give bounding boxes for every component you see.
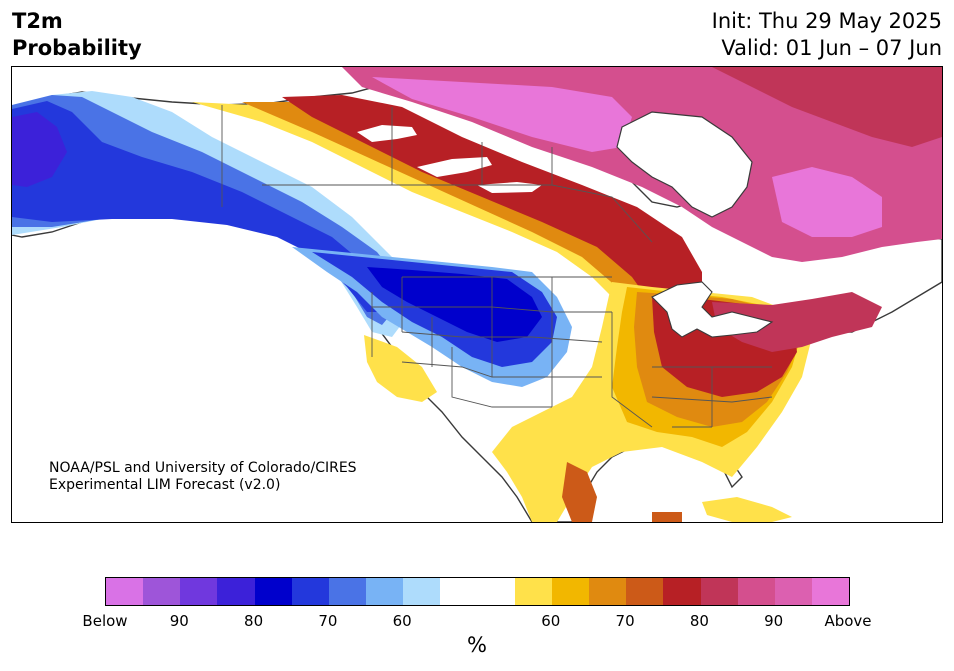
chart-title: T2m Probability xyxy=(12,8,142,62)
colorbar xyxy=(105,577,850,606)
colorbar-segment xyxy=(589,578,627,605)
region-above-california-yellow xyxy=(364,335,437,402)
colorbar-segment xyxy=(106,578,144,605)
region-below-alaska-core xyxy=(12,101,382,312)
colorbar-segment xyxy=(291,578,329,605)
region-above-mexico-south xyxy=(652,512,682,522)
arctic-lake-1 xyxy=(357,125,417,142)
map-panel xyxy=(11,66,943,523)
title-line-1: T2m xyxy=(12,9,63,33)
init-date: Init: Thu 29 May 2025 xyxy=(711,9,942,33)
colorbar-segment xyxy=(328,578,367,605)
colorbar-segment xyxy=(774,578,812,605)
colorbar-segment xyxy=(180,578,218,605)
colorbar-tick-label: 60 xyxy=(392,612,412,630)
forecast-dates: Init: Thu 29 May 2025 Valid: 01 Jun – 07… xyxy=(712,8,942,62)
region-above-greenland-red xyxy=(712,67,942,147)
colorbar-tick-label: Below xyxy=(82,612,128,630)
region-below-alaska-deep xyxy=(12,112,67,187)
region-above-east-crimson xyxy=(712,292,882,352)
credit-text: NOAA/PSL and University of Colorado/CIRE… xyxy=(49,460,357,494)
arctic-lake-2 xyxy=(417,157,492,177)
region-above-canada-pink xyxy=(372,77,632,152)
colorbar-segment xyxy=(663,578,701,605)
colorbar-segment xyxy=(254,578,292,605)
region-above-cuba xyxy=(702,497,792,522)
colorbar-segment xyxy=(403,578,441,605)
region-above-canada-red xyxy=(282,95,702,327)
colorbar-tick-label: Above xyxy=(824,612,872,630)
colorbar-segment xyxy=(143,578,181,605)
region-above-texas-orange xyxy=(562,462,597,522)
colorbar-tick-label: 80 xyxy=(244,612,264,630)
hudson-bay xyxy=(616,111,753,218)
valid-date: Valid: 01 Jun – 07 Jun xyxy=(721,36,942,60)
colorbar-unit: % xyxy=(467,633,487,657)
colorbar-segment xyxy=(514,578,552,605)
colorbar-segment xyxy=(366,578,404,605)
probability-map xyxy=(12,67,942,522)
great-lakes xyxy=(651,281,774,338)
colorbar-segment xyxy=(626,578,664,605)
colorbar-tick-label: 60 xyxy=(541,612,561,630)
colorbar-segment xyxy=(737,578,775,605)
region-below-plains-core xyxy=(367,267,542,342)
colorbar-tick-label: 70 xyxy=(318,612,338,630)
colorbar-tick-label: 80 xyxy=(689,612,709,630)
credit-line-2: Experimental LIM Forecast (v2.0) xyxy=(49,477,281,493)
colorbar-segment xyxy=(700,578,738,605)
colorbar-tick-label: 90 xyxy=(764,612,784,630)
colorbar-segment xyxy=(217,578,255,605)
credit-line-1: NOAA/PSL and University of Colorado/CIRE… xyxy=(49,460,357,476)
political-borders xyxy=(221,105,773,428)
colorbar-segment xyxy=(440,578,478,605)
region-above-labrador-pink xyxy=(772,167,882,237)
colorbar-tick-label: 70 xyxy=(615,612,635,630)
colorbar-segment xyxy=(811,578,850,605)
colorbar-tick-label: 90 xyxy=(169,612,189,630)
colorbar-segment xyxy=(477,578,515,605)
title-line-2: Probability xyxy=(12,36,142,60)
colorbar-segment xyxy=(551,578,590,605)
